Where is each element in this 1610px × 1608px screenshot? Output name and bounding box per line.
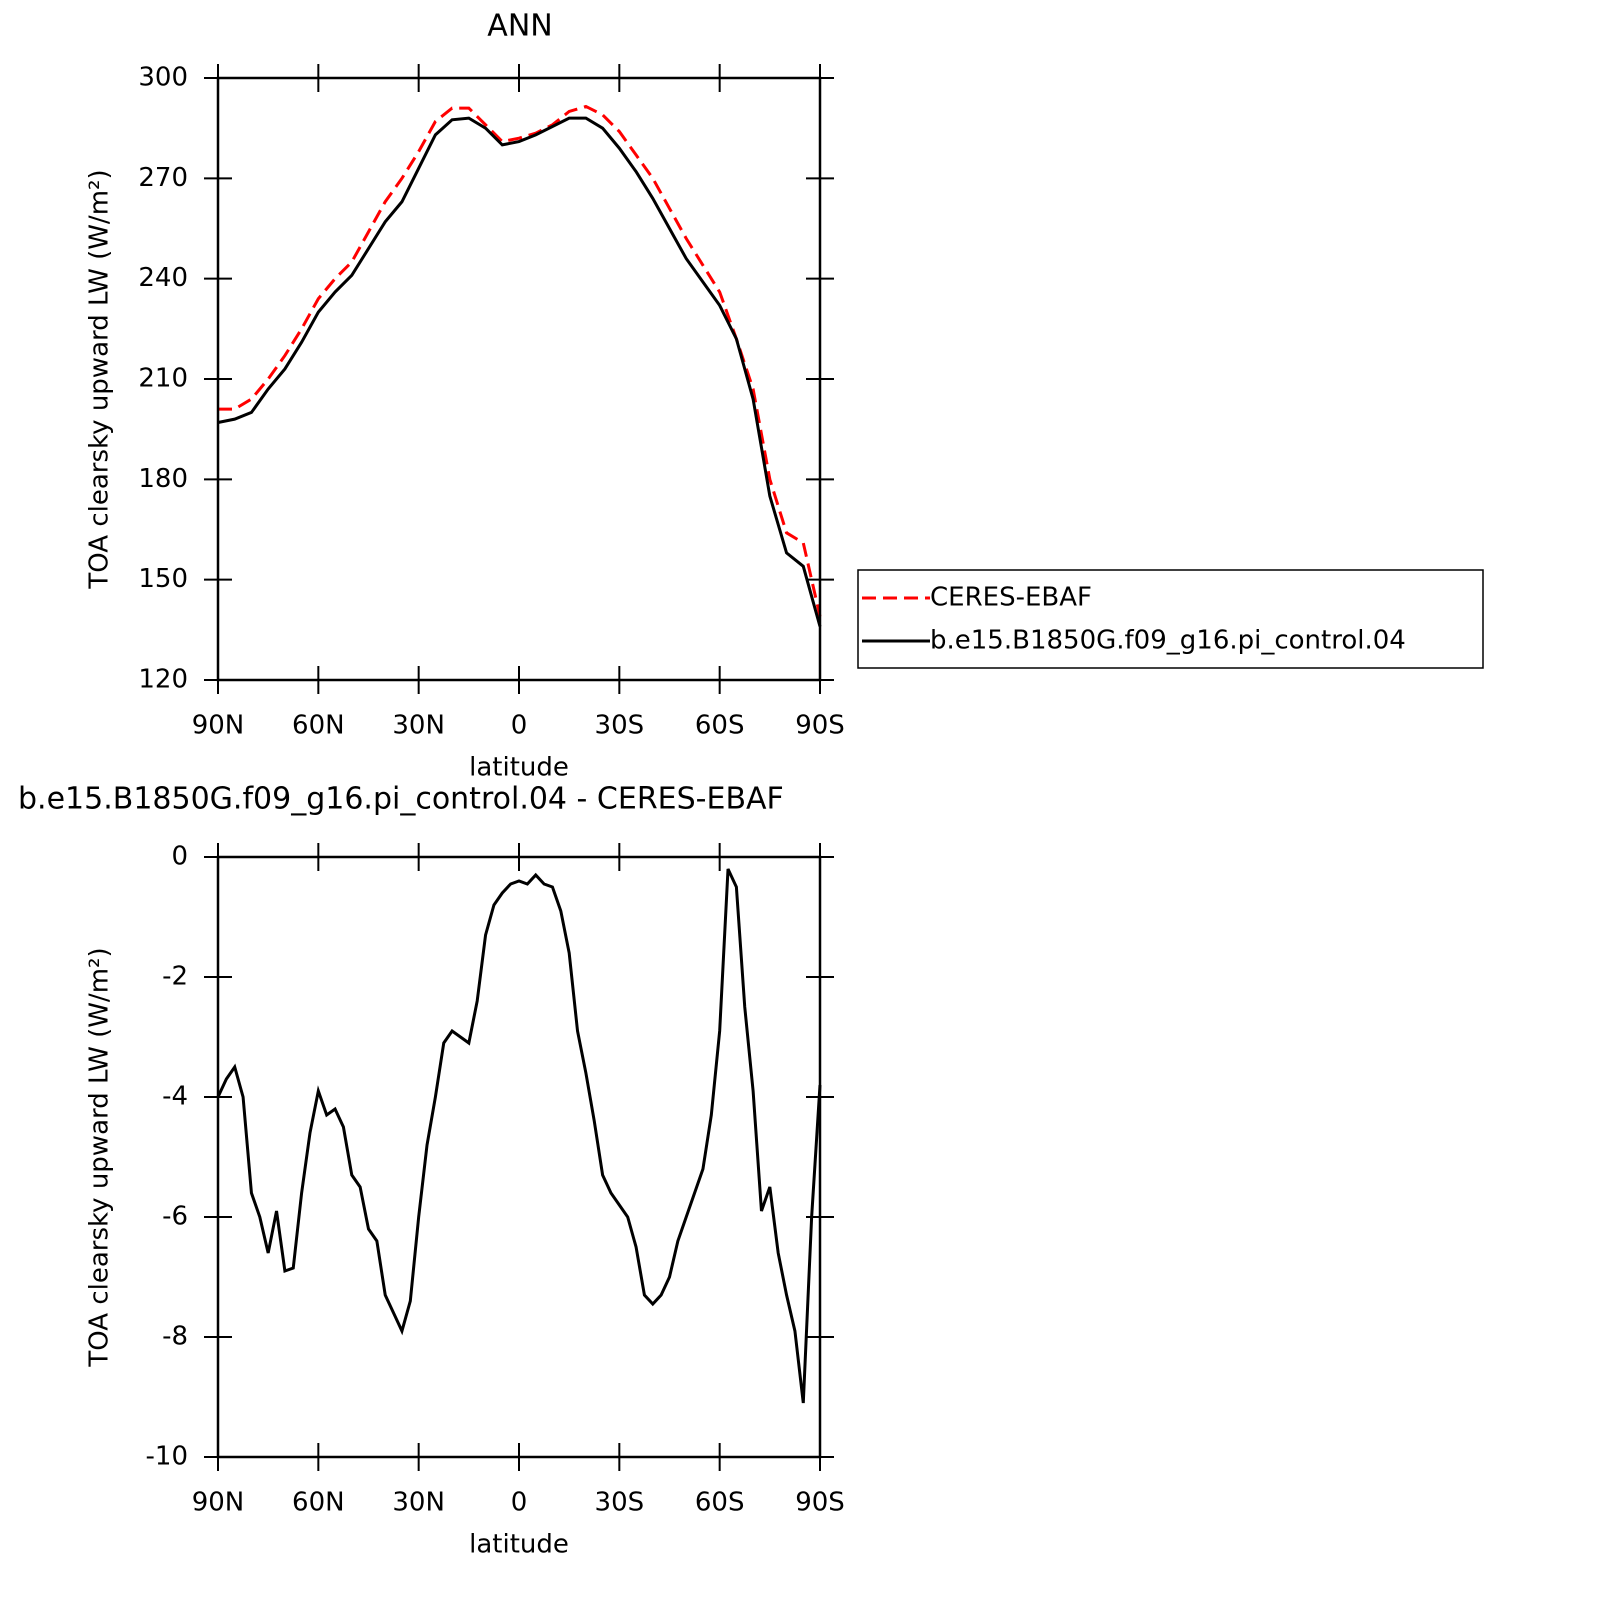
x-axis-label: latitude [469, 753, 569, 783]
legend-box [857, 569, 1484, 669]
x-tick-label: 60N [292, 1488, 345, 1518]
plot-frame [216, 855, 822, 1459]
y-tick-label: 0 [171, 842, 188, 872]
x-tick-label: 60S [695, 1488, 745, 1518]
data-line [218, 104, 822, 617]
y-tick-label: -4 [162, 1082, 188, 1112]
y-axis-label: TOA clearsky upward LW (W/m²) [85, 169, 115, 589]
x-tick-label: 90N [192, 1488, 245, 1518]
x-tick-label: 90S [795, 711, 845, 741]
y-tick-label: -8 [162, 1322, 188, 1352]
y-tick-label: 120 [138, 665, 188, 695]
data-line [217, 116, 822, 627]
y-tick-label: 240 [138, 263, 188, 293]
x-tick-label: 60N [292, 711, 345, 741]
y-tick-label: 210 [138, 364, 188, 394]
y-tick-label: -6 [162, 1202, 188, 1232]
plot-frame [216, 76, 822, 682]
y-axis-label: TOA clearsky upward LW (W/m²) [85, 947, 115, 1367]
chart-title: ANN [487, 9, 552, 44]
data-line [216, 868, 822, 1404]
y-tick-label: 270 [138, 163, 188, 193]
y-tick-label: 300 [138, 63, 188, 93]
x-tick-label: 0 [511, 1488, 528, 1518]
x-tick-label: 60S [695, 711, 745, 741]
chart-title: b.e15.B1850G.f09_g16.pi_control.04 - CER… [18, 782, 784, 817]
x-tick-label: 30N [392, 1488, 445, 1518]
y-tick-label: 150 [138, 564, 188, 594]
x-tick-label: 0 [511, 711, 528, 741]
x-tick-label: 90S [795, 1488, 845, 1518]
y-tick-label: -2 [162, 962, 188, 992]
x-tick-label: 90N [192, 711, 245, 741]
y-tick-label: 180 [138, 464, 188, 494]
x-tick-label: 30N [392, 711, 445, 741]
legend-label: b.e15.B1850G.f09_g16.pi_control.04 [930, 626, 1406, 656]
x-axis-label: latitude [469, 1530, 569, 1560]
x-tick-label: 30S [595, 1488, 645, 1518]
y-tick-label: -10 [146, 1442, 188, 1472]
x-tick-label: 30S [595, 711, 645, 741]
legend-label: CERES-EBAF [930, 583, 1092, 613]
